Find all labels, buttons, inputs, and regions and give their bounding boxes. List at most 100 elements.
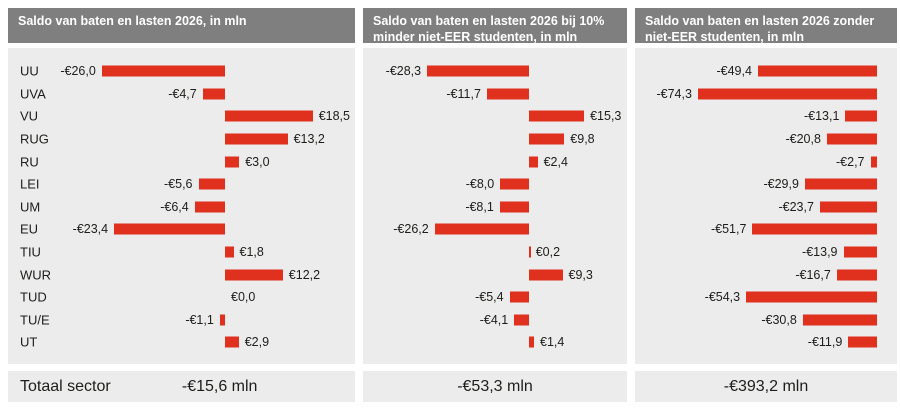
chart-row-ut: €1,4	[363, 331, 627, 354]
value-label: -€4,1	[479, 312, 509, 327]
value-label: -€8,1	[465, 199, 494, 214]
chart-row-tue: -€30,8	[635, 309, 897, 332]
chart-row-ru: RU €3,0	[8, 150, 355, 173]
value-label: -€13,1	[803, 109, 840, 124]
category-label: UVA	[20, 86, 46, 102]
value-label: €18,5	[318, 109, 350, 124]
chart-row-ru: €2,4	[363, 150, 627, 173]
charts-grid: Saldo van baten en lasten 2026, in mln U…	[8, 8, 897, 364]
value-label: -€51,7	[710, 222, 747, 237]
bar-rug	[826, 133, 877, 145]
chart-title-baseline: Saldo van baten en lasten 2026, in mln	[8, 8, 355, 43]
bar-vu	[225, 110, 313, 122]
category-label: TUD	[20, 289, 47, 305]
chart-row-eu: EU -€23,4	[8, 218, 355, 241]
chart-row-ut: -€11,9	[635, 331, 897, 354]
chart-row-eu: -€26,2	[363, 218, 627, 241]
value-label: -€20,8	[785, 132, 821, 147]
bar-tiu	[529, 246, 531, 258]
report-canvas: Saldo van baten en lasten 2026, in mln U…	[8, 8, 897, 402]
bar-uva	[697, 88, 877, 100]
bar-uu	[757, 65, 877, 77]
chart-row-uu: UU -€26,0	[8, 60, 355, 83]
chart-title-minus-10pct: Saldo van baten en lasten 2026 bij 10% m…	[363, 8, 627, 44]
value-label: -€8,0	[465, 177, 495, 192]
chart-row-vu: €15,3	[363, 105, 627, 128]
value-label: €13,2	[293, 132, 325, 147]
value-label: €1,8	[239, 245, 264, 260]
category-label: UT	[20, 334, 38, 350]
bar-ut	[225, 336, 239, 348]
bar-uva	[486, 88, 529, 100]
value-label: €1,4	[540, 335, 565, 350]
total-sector-label: Totaal sector	[20, 377, 111, 395]
category-label: UU	[20, 63, 39, 79]
chart-row-uu: -€49,4	[635, 60, 897, 83]
bar-wur	[529, 269, 563, 281]
value-label: €0,2	[535, 245, 561, 260]
chart-row-rug: €9,8	[363, 128, 627, 151]
chart-title-zonder: Saldo van baten en lasten 2026 zonder ni…	[635, 8, 897, 44]
bar-uva	[202, 88, 225, 100]
category-label: RU	[20, 154, 39, 170]
value-label: €15,3	[590, 109, 622, 124]
value-label: -€26,0	[60, 64, 96, 79]
total-value-minus-10pct: -€53,3 mln	[457, 377, 533, 395]
bar-ru	[870, 156, 877, 168]
bar-eu	[114, 223, 225, 235]
category-label: UM	[20, 199, 41, 215]
value-label: -€13,9	[802, 245, 838, 260]
chart-row-ru: -€2,7	[635, 150, 897, 173]
value-label: -€5,4	[475, 290, 504, 305]
chart-row-vu: VU €18,5	[8, 105, 355, 128]
chart-row-uva: -€74,3	[635, 83, 897, 106]
chart-row-uva: UVA -€4,7	[8, 83, 355, 106]
bar-ut	[529, 336, 534, 348]
total-value-zonder: -€393,2 mln	[723, 377, 809, 395]
chart-row-tiu: -€13,9	[635, 241, 897, 264]
chart-panel-minus-10pct: Saldo van baten en lasten 2026 bij 10% m…	[363, 8, 627, 364]
chart-row-um: -€23,7	[635, 196, 897, 219]
chart-row-uva: -€11,7	[363, 83, 627, 106]
value-label: -€30,8	[761, 312, 797, 327]
bar-vu	[845, 110, 877, 122]
chart-row-wur: WUR €12,2	[8, 263, 355, 286]
value-label: €2,9	[244, 335, 270, 350]
chart-row-uu: -€28,3	[363, 60, 627, 83]
total-cell-minus-10pct: -€53,3 mln	[363, 371, 627, 402]
chart-row-tiu: €0,2	[363, 241, 627, 264]
value-label: €2,4	[543, 154, 568, 169]
total-cell-zonder: -€393,2 mln	[635, 371, 897, 402]
value-label: -€1,1	[185, 312, 214, 327]
bar-ru	[225, 156, 240, 168]
category-label: LEI	[20, 176, 40, 192]
value-label: -€28,3	[385, 64, 422, 79]
bar-tue	[219, 314, 225, 326]
chart-row-tud: -€5,4	[363, 286, 627, 309]
value-label: €12,2	[288, 267, 321, 282]
chart-row-um: -€8,1	[363, 196, 627, 219]
chart-panel-baseline: Saldo van baten en lasten 2026, in mln U…	[8, 8, 355, 364]
chart-row-wur: €9,3	[363, 263, 627, 286]
chart-plot-zonder: -€49,4 -€74,3 -€13,1 -€20,8 -€2,7 -€29,9 -€23,…	[635, 48, 897, 364]
chart-row-tud: TUD €0,0	[8, 286, 355, 309]
bar-um	[499, 201, 529, 213]
chart-row-rug: -€20,8	[635, 128, 897, 151]
chart-row-ut: UT €2,9	[8, 331, 355, 354]
total-value-baseline: -€15,6 mln	[181, 377, 258, 395]
value-label: -€74,3	[656, 86, 692, 101]
category-label: WUR	[20, 267, 52, 283]
value-label: -€2,7	[836, 154, 865, 169]
category-label: RUG	[20, 131, 49, 147]
bar-wur	[225, 269, 283, 281]
bar-lei	[198, 178, 225, 190]
category-label: VU	[20, 108, 39, 124]
totals-row: Totaal sector -€15,6 mln -€53,3 mln -€39…	[8, 371, 897, 402]
value-label: -€49,4	[716, 64, 752, 79]
value-label: €3,0	[245, 154, 270, 169]
chart-row-lei: -€8,0	[363, 173, 627, 196]
bar-vu	[529, 110, 585, 122]
bar-tiu	[843, 246, 877, 258]
category-label: TU/E	[20, 312, 50, 328]
chart-plot-minus-10pct: -€28,3 -€11,7 €15,3 €9,8 €2,4 -€8,0 -€8,1 -€26,…	[363, 48, 627, 364]
